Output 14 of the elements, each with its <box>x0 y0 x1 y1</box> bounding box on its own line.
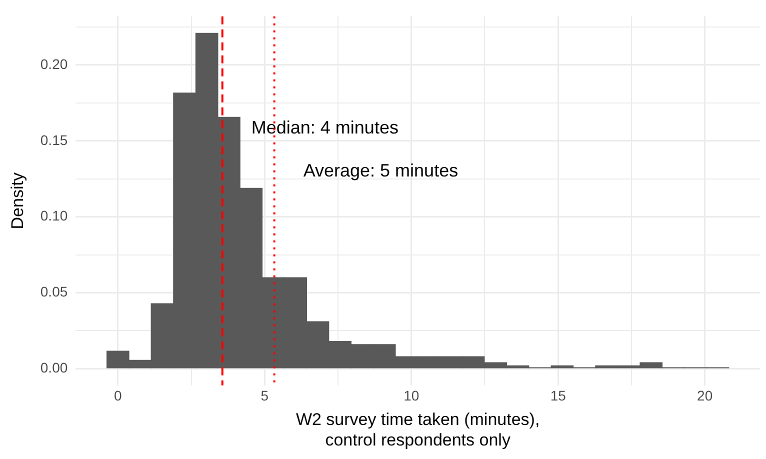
y-tick-label: 0.10 <box>40 208 68 224</box>
y-tick-label: 0.05 <box>40 284 68 300</box>
x-tick-label: 0 <box>114 388 122 404</box>
x-tick-label: 10 <box>404 388 420 404</box>
y-axis-title: Density <box>8 172 27 230</box>
x-tick-label: 15 <box>550 388 566 404</box>
y-tick-label: 0.00 <box>40 360 68 376</box>
ref-line-label: Average: 5 minutes <box>303 160 458 180</box>
ref-line-label: Median: 4 minutes <box>251 117 398 138</box>
x-tick-label: 20 <box>697 388 713 404</box>
x-axis-title: W2 survey time taken (minutes), control respondents only <box>296 410 540 450</box>
y-tick-label: 0.15 <box>40 132 68 148</box>
y-tick-label: 0.20 <box>40 56 68 72</box>
x-tick-label: 5 <box>260 388 269 404</box>
